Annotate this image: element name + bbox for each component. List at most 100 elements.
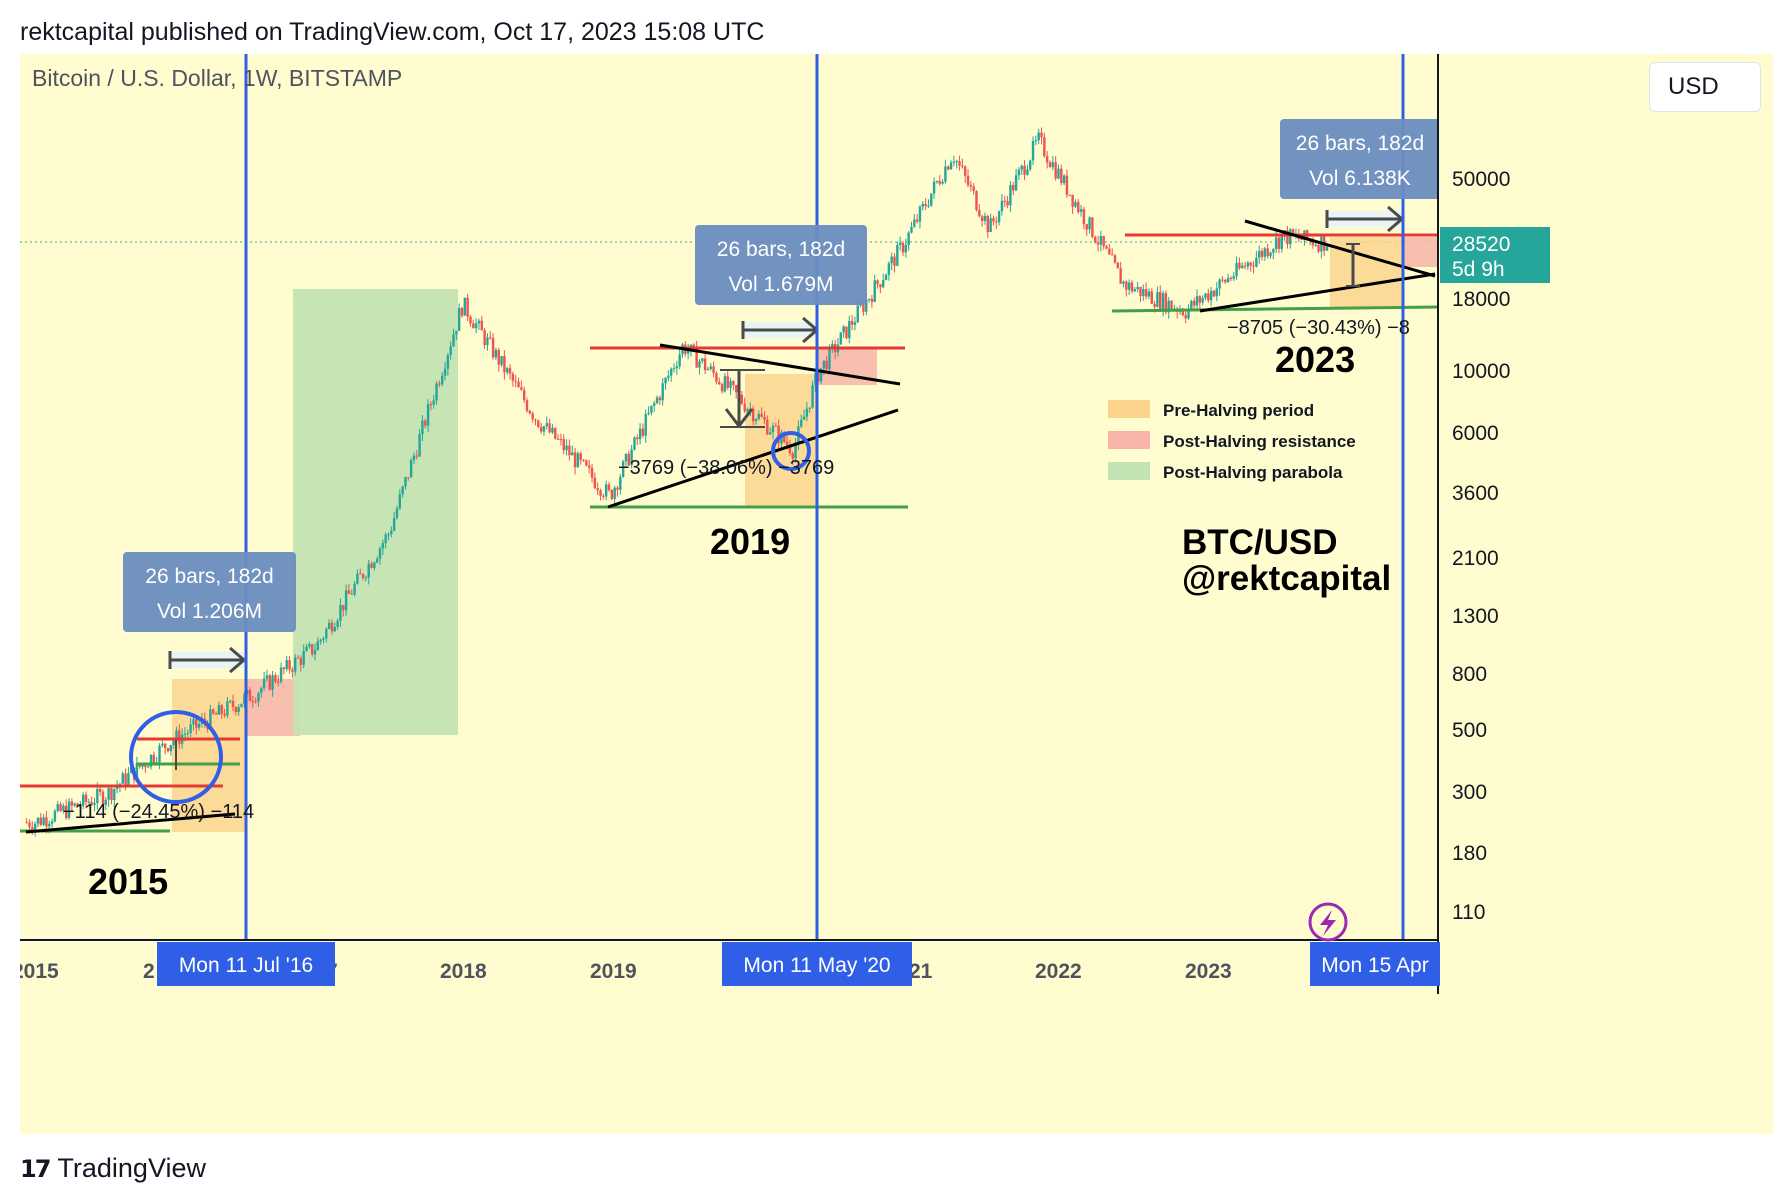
candle-body — [268, 675, 271, 690]
candle-body — [378, 548, 382, 559]
candle-body — [500, 356, 503, 365]
candle-body — [1255, 257, 1258, 267]
candle-body — [1074, 201, 1077, 207]
candle-body — [975, 191, 978, 211]
trendline — [1199, 272, 1436, 313]
candle-body — [647, 412, 650, 415]
candle-body — [562, 438, 565, 451]
candle-body — [867, 298, 871, 300]
candle-body — [1170, 300, 1173, 309]
candle-body — [449, 346, 452, 355]
candle-body — [305, 646, 308, 651]
candle-body — [50, 821, 54, 824]
x-tick-label: 2023 — [1185, 960, 1232, 983]
candle-body — [1133, 289, 1137, 292]
candle-body — [248, 689, 252, 702]
candle-body — [282, 667, 286, 670]
candle-body — [1091, 217, 1094, 237]
candle-body — [986, 215, 990, 233]
candle-body — [1003, 200, 1006, 202]
candle-body — [373, 562, 376, 569]
candle-body — [115, 786, 119, 790]
x-tick-label: 2015 — [20, 960, 59, 983]
chart-symbol-title: Bitcoin / U.S. Dollar, 1W, BITSTAMP — [32, 65, 402, 91]
candle-body — [607, 484, 611, 490]
legend-label: Post-Halving parabola — [1163, 463, 1343, 482]
candle-body — [918, 206, 922, 222]
candle-body — [424, 420, 427, 426]
post-halving-resistance-zone — [1404, 237, 1438, 267]
candle-body — [25, 822, 28, 824]
candle-body — [850, 321, 854, 325]
candle-body — [703, 358, 707, 371]
candle-body — [197, 723, 201, 728]
candle-body — [1190, 300, 1193, 309]
candle-body — [686, 350, 690, 354]
candle-body — [845, 326, 848, 339]
candle-body — [446, 354, 450, 369]
candle-body — [1274, 237, 1278, 250]
candle-body — [1198, 296, 1202, 303]
halving-date-tag — [1310, 942, 1440, 986]
candle-body — [257, 693, 260, 702]
candle-body — [308, 644, 311, 647]
candle-body — [36, 817, 40, 824]
candle-body — [67, 801, 71, 819]
tradingview-footer[interactable]: 17 TradingView — [20, 1153, 206, 1184]
candle-body — [935, 180, 939, 182]
y-tick-label: 300 — [1452, 781, 1487, 804]
candle-body — [494, 349, 498, 358]
halving-date-tag — [157, 942, 335, 986]
cycle-year-label: 2019 — [710, 521, 790, 562]
candle-body — [1142, 289, 1145, 297]
candle-body — [322, 638, 325, 640]
x-tick-label: 2019 — [590, 960, 637, 983]
candle-body — [1235, 262, 1238, 277]
y-tick-label: 2100 — [1452, 547, 1499, 570]
candle-body — [398, 494, 402, 509]
candle-body — [701, 358, 704, 362]
candle-body — [568, 445, 571, 456]
candle-body — [596, 488, 599, 491]
candle-body — [1300, 238, 1303, 240]
candle-body — [983, 215, 987, 221]
candle-body — [489, 337, 492, 339]
candle-body — [551, 427, 554, 433]
candle-body — [800, 419, 803, 427]
candle-body — [404, 477, 407, 487]
candle-body — [178, 730, 181, 744]
measure-arrow — [802, 316, 818, 332]
candle-body — [161, 743, 164, 746]
candle-body — [491, 338, 495, 358]
candle-body — [517, 381, 520, 388]
candle-body — [277, 681, 280, 683]
candle-body — [1150, 291, 1153, 304]
candle-body — [96, 788, 99, 804]
candle-body — [144, 764, 147, 768]
candle-body — [1099, 236, 1103, 245]
candle-body — [1125, 281, 1128, 290]
candle-body — [1029, 160, 1032, 170]
candle-body — [757, 413, 761, 420]
candle-body — [604, 484, 608, 497]
candle-body — [443, 368, 447, 376]
candle-body — [98, 788, 102, 792]
candle-body — [966, 175, 970, 186]
legend-label: Pre-Halving period — [1163, 401, 1314, 420]
candle-body — [472, 323, 475, 329]
candle-body — [344, 590, 348, 611]
candle-body — [316, 641, 320, 651]
currency-button[interactable]: USD — [1649, 62, 1761, 112]
candle-body — [949, 162, 953, 170]
trendline — [659, 343, 901, 386]
halving-date-label: Mon 15 Apr — [1321, 954, 1428, 977]
candle-body — [339, 605, 342, 621]
lightning-icon[interactable] — [1308, 902, 1348, 942]
candle-body — [794, 443, 797, 459]
candle-body — [186, 733, 189, 735]
candle-body — [720, 384, 724, 392]
candle-body — [573, 452, 577, 468]
candle-body — [893, 256, 896, 266]
measure-arrow — [802, 328, 818, 344]
price-chart[interactable]: Bitcoin / U.S. Dollar, 1W, BITSTAMP Pre-… — [20, 54, 1773, 1134]
